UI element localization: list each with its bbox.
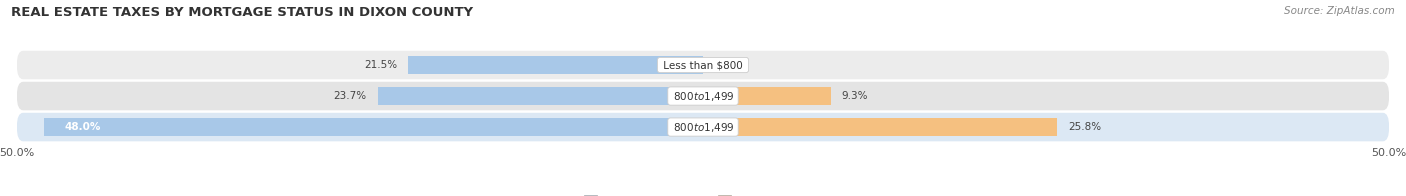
FancyBboxPatch shape: [17, 82, 1389, 110]
Bar: [703, 118, 1057, 136]
Text: 21.5%: 21.5%: [364, 60, 396, 70]
Text: Less than $800: Less than $800: [659, 60, 747, 70]
Text: REAL ESTATE TAXES BY MORTGAGE STATUS IN DIXON COUNTY: REAL ESTATE TAXES BY MORTGAGE STATUS IN …: [11, 6, 474, 19]
Text: Source: ZipAtlas.com: Source: ZipAtlas.com: [1284, 6, 1395, 16]
Text: $800 to $1,499: $800 to $1,499: [671, 121, 735, 133]
Text: 23.7%: 23.7%: [333, 91, 367, 101]
Text: 25.8%: 25.8%: [1069, 122, 1101, 132]
FancyBboxPatch shape: [17, 113, 1389, 141]
Legend: Without Mortgage, With Mortgage: Without Mortgage, With Mortgage: [579, 190, 827, 196]
Bar: [408, 56, 703, 74]
Text: 9.3%: 9.3%: [842, 91, 868, 101]
Text: 0.0%: 0.0%: [714, 60, 740, 70]
Bar: [45, 118, 703, 136]
Text: $800 to $1,499: $800 to $1,499: [671, 90, 735, 103]
Text: 48.0%: 48.0%: [65, 122, 101, 132]
FancyBboxPatch shape: [17, 51, 1389, 79]
Bar: [378, 87, 703, 105]
Bar: [703, 87, 831, 105]
